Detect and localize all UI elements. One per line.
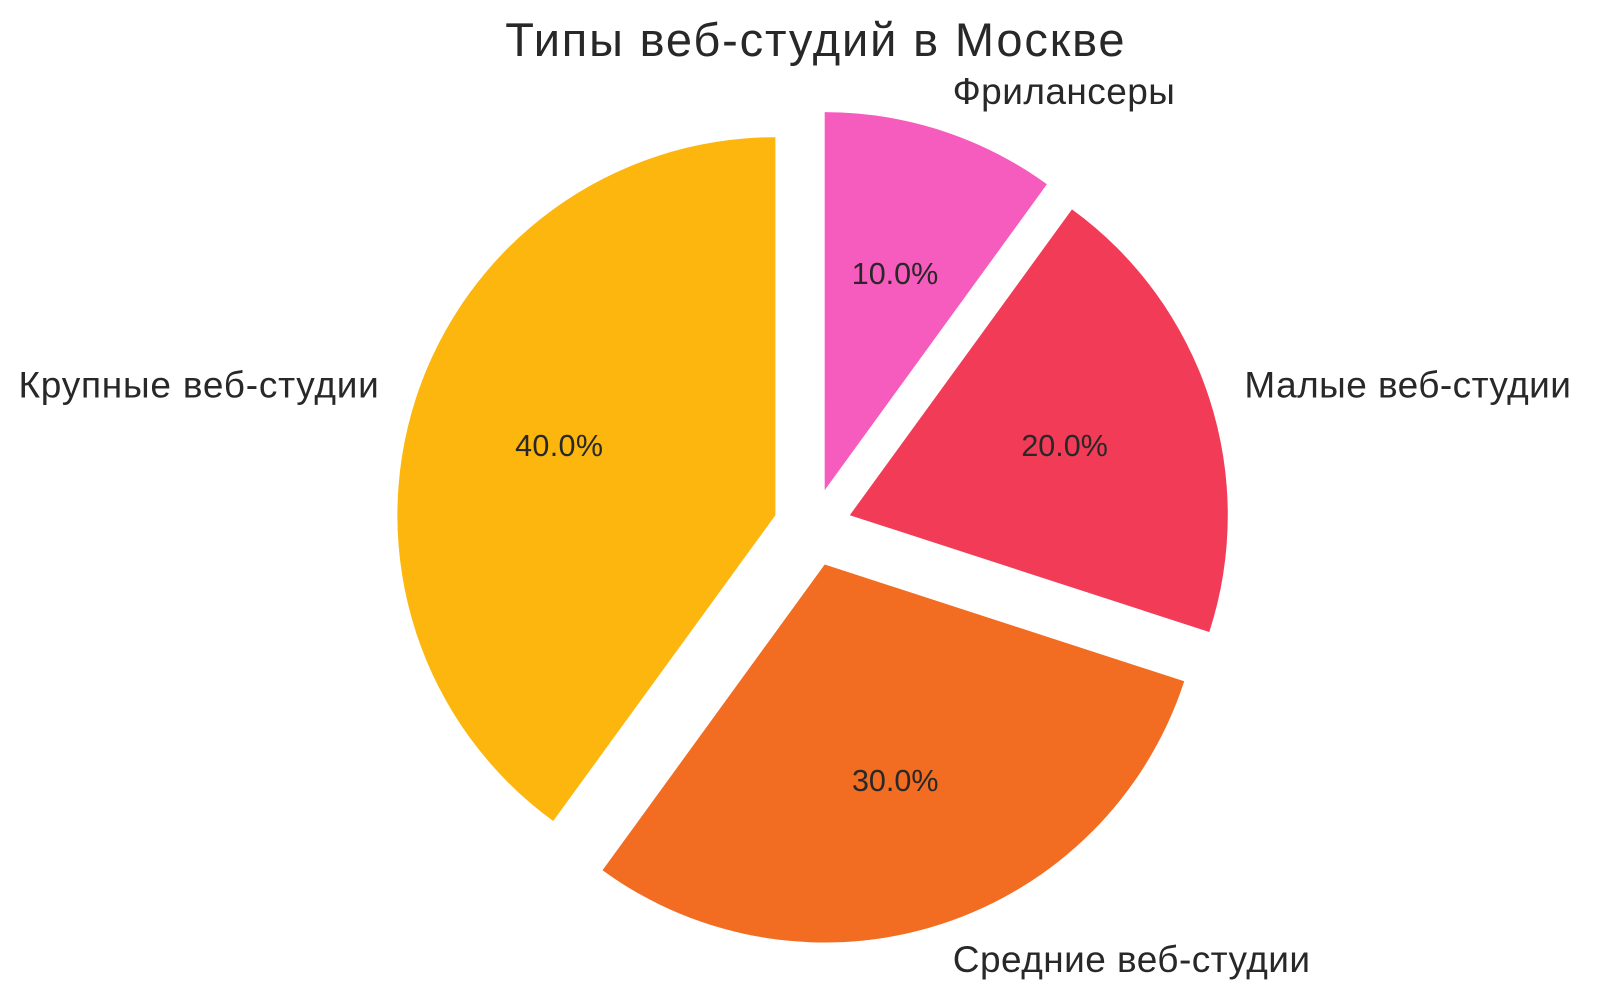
- svg-text:30.0%: 30.0%: [852, 764, 938, 798]
- svg-text:Средние веб-студии: Средние веб-студии: [953, 939, 1311, 980]
- svg-text:Малые веб-студии: Малые веб-студии: [1244, 365, 1571, 406]
- svg-text:Фрилансеры: Фрилансеры: [953, 71, 1176, 112]
- svg-text:Крупные веб-студии: Крупные веб-студии: [18, 365, 379, 406]
- svg-text:Типы веб-студий в Москве: Типы веб-студий в Москве: [505, 13, 1126, 66]
- svg-text:10.0%: 10.0%: [852, 257, 938, 291]
- svg-text:20.0%: 20.0%: [1021, 429, 1107, 463]
- svg-text:40.0%: 40.0%: [515, 429, 603, 463]
